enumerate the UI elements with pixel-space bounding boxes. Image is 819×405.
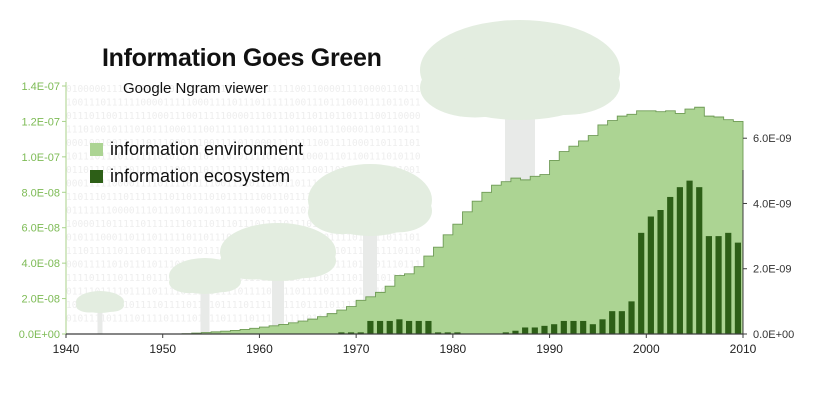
ecosystem-bar: [396, 319, 403, 334]
ecosystem-bar: [512, 330, 519, 334]
ecosystem-bar: [647, 216, 654, 334]
x-tick-label: 1960: [246, 342, 273, 356]
ecosystem-bar: [676, 187, 683, 334]
ecosystem-bar: [618, 311, 625, 334]
legend-label-environment: information environment: [110, 139, 304, 159]
ecosystem-bar: [657, 210, 664, 334]
ecosystem-bar: [435, 332, 442, 334]
legend: information environment information ecos…: [90, 136, 303, 190]
left-tick-label: 1.0E-07: [21, 152, 60, 164]
left-tick-label: 1.2E-07: [21, 116, 60, 128]
ecosystem-bar: [715, 236, 722, 334]
environment-area: [181, 106, 744, 335]
binary-row: 0111011001111110001110011111000011101110…: [66, 111, 421, 122]
left-tick-label: 4.0E-08: [21, 258, 60, 270]
ecosystem-bar: [599, 319, 606, 334]
legend-swatch-environment: [90, 143, 103, 156]
x-tick-label: 1940: [53, 342, 80, 356]
tree-canopy: [363, 189, 432, 233]
ecosystem-bar: [376, 320, 384, 334]
ecosystem-bar: [406, 320, 413, 334]
ecosystem-bar: [638, 232, 645, 334]
legend-swatch-ecosystem: [90, 170, 103, 183]
ecosystem-bar: [551, 324, 558, 334]
binary-row: 1001110111111000011111000111101110111111…: [66, 98, 421, 109]
ecosystem-bar: [367, 320, 374, 334]
environment-series: [181, 106, 744, 335]
tree-trunk: [272, 272, 284, 334]
axes: 0.0E+00 2.0E-08 4.0E-08 6.0E-08 8.0E-08 1.0E-…: [19, 81, 795, 356]
ecosystem-bar: [531, 327, 538, 334]
x-tick-label: 1980: [440, 342, 467, 356]
tree-canopy: [510, 55, 620, 115]
right-tick-label: 0.0E+00: [753, 329, 794, 341]
tree-trunk: [200, 288, 210, 334]
x-tick-label: 2010: [730, 342, 757, 356]
ecosystem-bar: [338, 332, 345, 334]
binary-row: 1011101110111111010111110111010111101111…: [66, 152, 421, 163]
ecosystem-bar: [580, 320, 587, 334]
ecosystem-bar: [686, 180, 693, 334]
x-tick-label: 1970: [343, 342, 370, 356]
binary-row: 1000011011111011111110111011101110111101…: [66, 219, 421, 230]
ecosystem-bar: [415, 320, 422, 334]
ecosystem-bar: [541, 325, 548, 334]
tree-canopy: [97, 298, 125, 312]
legend-label-ecosystem: information ecosystem: [110, 166, 291, 186]
right-tick-label: 4.0E-09: [753, 198, 792, 210]
chart-subtitle: Google Ngram viewer: [123, 80, 269, 97]
binary-row: 0101111011110111101111011110111101111011…: [66, 314, 421, 325]
ecosystem-bar: [560, 320, 567, 334]
ecosystem-bar: [589, 324, 596, 334]
binary-row: 0001111100001111011110111100111101110011…: [66, 179, 421, 190]
legend-item-environment: information environment: [90, 136, 303, 163]
x-tick-label: 2000: [633, 342, 660, 356]
ecosystem-bar: [425, 320, 432, 334]
ecosystem-series: [338, 180, 741, 334]
tree-canopy: [420, 57, 530, 118]
ecosystem-bar: [609, 311, 616, 334]
left-tick-label: 8.0E-08: [21, 187, 60, 199]
ecosystem-bar: [667, 196, 674, 334]
ecosystem-bar: [705, 236, 712, 334]
tree-canopy: [169, 271, 209, 294]
ecosystem-bar: [734, 242, 741, 334]
binary-row: 0111101111011110111101111011110111101111…: [66, 287, 421, 298]
ecosystem-bar: [347, 332, 355, 334]
ecosystem-bar: [454, 332, 461, 334]
ecosystem-bar: [522, 327, 529, 334]
right-tick-label: 6.0E-09: [753, 133, 792, 145]
ecosystem-bar: [386, 320, 393, 334]
ecosystem-bar: [357, 332, 364, 334]
tree-canopy: [308, 191, 377, 235]
binary-row: 0001001001111101110001110011110110001111…: [66, 138, 421, 149]
binary-row: 1011110111101111011110111101111011110111…: [66, 300, 421, 311]
binary-row: 0100000111110000110110110001110111011111…: [66, 84, 421, 95]
tree-canopy: [76, 299, 103, 313]
right-tick-label: 2.0E-09: [753, 264, 792, 276]
tree-trunk: [97, 308, 103, 334]
left-tick-label: 6.0E-08: [21, 223, 60, 235]
binary-row: 0110111011101110111001110111111111111000…: [66, 165, 421, 176]
ecosystem-bar: [444, 332, 451, 334]
ecosystem-bar: [570, 320, 577, 334]
ecosystem-bar: [628, 301, 635, 334]
binary-row: 1110100101110101110001110011111011111110…: [66, 125, 421, 136]
ecosystem-bar: [502, 332, 509, 334]
binary-row: 0111111100001110111011101101111110011101…: [66, 206, 421, 217]
left-tick-label: 2.0E-08: [21, 294, 60, 306]
tree-canopy: [220, 244, 284, 280]
binary-row: 1101110111011111110110111010111111001101…: [66, 192, 421, 203]
left-tick-label: 0.0E+00: [19, 329, 60, 341]
tree-canopy: [201, 270, 241, 293]
ecosystem-bar: [725, 232, 732, 334]
left-tick-label: 1.4E-07: [21, 81, 60, 93]
legend-item-ecosystem: information ecosystem: [90, 163, 303, 190]
x-tick-label: 1990: [536, 342, 563, 356]
ecosystem-bar: [696, 187, 703, 334]
tree-canopy: [272, 243, 336, 279]
x-tick-label: 1950: [149, 342, 176, 356]
chart-title: Information Goes Green: [102, 44, 382, 72]
